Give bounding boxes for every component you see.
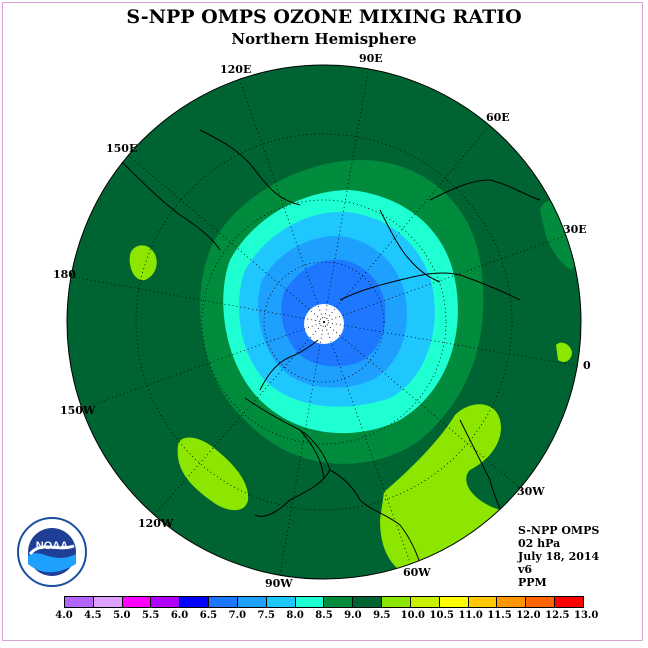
colorbar-segment: [151, 597, 181, 607]
lon-label-120w: 120W: [138, 517, 174, 530]
colorbar-segment: [93, 597, 123, 607]
lon-label-90w: 90W: [265, 577, 293, 590]
lon-label-30e: 30E: [563, 223, 587, 236]
colorbar-segment: [122, 597, 152, 607]
metadata-unit: PPM: [518, 576, 547, 589]
polar-missing-data: [304, 304, 344, 344]
field-high-pacific: [177, 437, 249, 511]
lon-label-0: 0: [583, 359, 591, 372]
colorbar-tick-label: 12.0: [516, 610, 541, 621]
colorbar-segment: [266, 597, 296, 607]
colorbar-tick-label: 7.0: [228, 610, 247, 621]
noaa-logo: NOAA: [17, 517, 87, 587]
colorbar-segment: [439, 597, 469, 607]
lon-label-150e: 150E: [106, 142, 138, 155]
field-high-eurasia-inner: [556, 342, 572, 363]
colorbar-segment: [382, 597, 411, 607]
colorbar-segment: [180, 597, 210, 607]
colorbar-tick-label: 9.5: [373, 610, 391, 621]
colorbar-segment: [410, 597, 440, 607]
lon-label-120e: 120E: [220, 63, 252, 76]
colorbar-tick-label: 10.5: [429, 610, 454, 621]
colorbar-segment: [555, 597, 583, 607]
colorbar-tick-label: 11.5: [487, 610, 512, 621]
figure-subtitle: Northern Hemisphere: [231, 30, 417, 48]
colorbar-tick-label: 6.5: [199, 610, 218, 621]
field-high-westpacific: [129, 245, 157, 281]
colorbar-segment: [209, 597, 238, 607]
colorbar-tick-label: 10.0: [400, 610, 426, 621]
colorbar-segment: [237, 597, 267, 607]
lon-label-60w: 60W: [403, 566, 431, 579]
colorbar-segment: [353, 597, 383, 607]
colorbar-segment: [526, 597, 556, 607]
colorbar-segment: [324, 597, 354, 607]
lon-label-150w: 150W: [60, 404, 96, 417]
lon-label-180: 180: [53, 268, 76, 281]
coastlines: [119, 129, 541, 579]
figure-title: S-NPP OMPS OZONE MIXING RATIO: [126, 6, 522, 28]
colorbar-tick-label: 4.5: [84, 610, 102, 621]
colorbar-tick-label: 8.0: [286, 610, 304, 621]
parallels: [135, 133, 513, 511]
colorbar-tick-label: 11.0: [458, 610, 483, 621]
colorbar-tick-label: 9.0: [344, 610, 362, 621]
metadata-version: v6: [518, 563, 533, 576]
colorbar-tick-label: 5.5: [141, 610, 160, 621]
colorbar-tick-label: 13.0: [574, 610, 599, 621]
colorbar-tick-label: 7.5: [257, 610, 275, 621]
colorbar-segment: [468, 597, 498, 607]
meridians: [72, 65, 581, 576]
lon-label-60e: 60E: [486, 111, 510, 124]
metadata-box: S-NPP OMPS 02 hPa July 18, 2014 v6 PPM: [518, 524, 599, 589]
colorbar-ticks: 4.0 4.5 5.0 5.5 6.0 6.5 7.0 7.5 8.0 8.5 9.0 9.5 10.0…: [54, 610, 599, 624]
colorbar-segment: [295, 597, 325, 607]
lon-label-90e: 90E: [359, 52, 383, 65]
colorbar: [64, 596, 584, 608]
noaa-logo-text: NOAA: [36, 540, 68, 552]
colorbar-tick-label: 12.5: [545, 610, 570, 621]
colorbar-tick-label: 6.0: [170, 610, 189, 621]
metadata-pressure: 02 hPa: [518, 537, 561, 550]
metadata-date: July 18, 2014: [518, 550, 600, 563]
metadata-instrument: S-NPP OMPS: [518, 524, 600, 537]
colorbar-segment: [497, 597, 527, 607]
colorbar-tick-label: 4.0: [55, 610, 73, 621]
colorbar-tick-label: 8.5: [315, 610, 333, 621]
map-border: [66, 64, 582, 580]
colorbar-segment: [65, 597, 94, 607]
colorbar-tick-label: 5.0: [113, 610, 131, 621]
lon-label-30w: 30W: [517, 485, 545, 498]
